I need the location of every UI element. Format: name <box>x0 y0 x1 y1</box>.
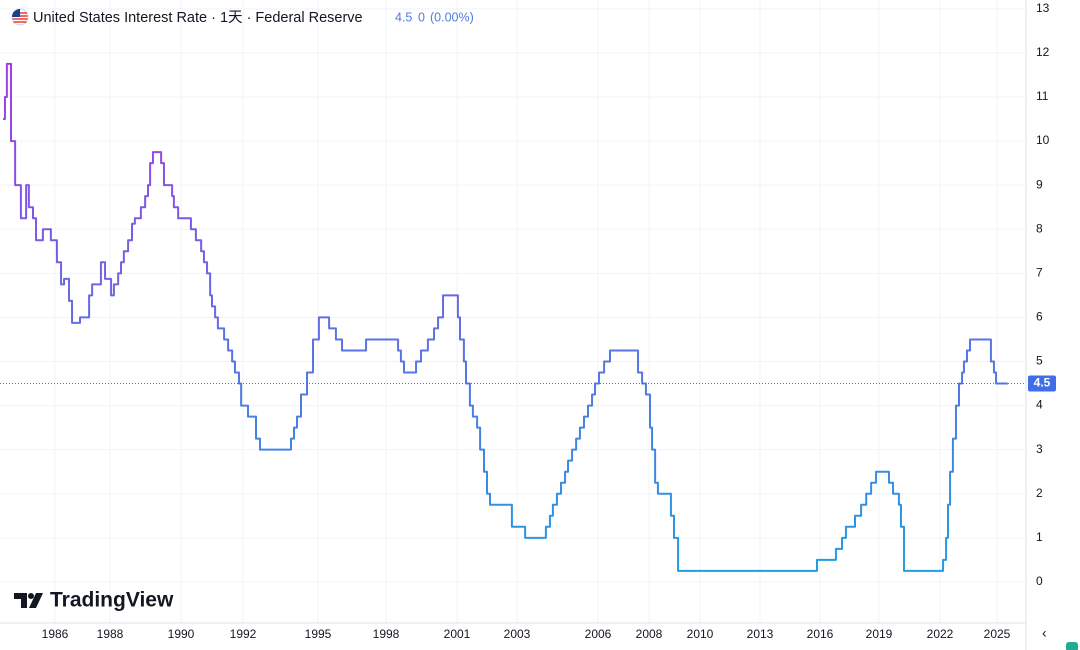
series-line <box>3 62 1008 572</box>
x-tick-label: 1990 <box>168 627 195 641</box>
x-tick-label: 2025 <box>984 627 1011 641</box>
x-tick-label: 2019 <box>866 627 893 641</box>
y-tick-label: 4 <box>1036 398 1043 412</box>
x-tick-label: 2001 <box>444 627 471 641</box>
flag-canton <box>12 9 20 17</box>
y-tick-label: 7 <box>1036 265 1043 279</box>
y-tick-label: 9 <box>1036 177 1043 191</box>
y-tick-label: 3 <box>1036 442 1043 456</box>
plot <box>0 62 1025 572</box>
x-tick-label: 2006 <box>585 627 612 641</box>
price-label-box <box>1028 375 1056 392</box>
x-tick-label: 2016 <box>807 627 834 641</box>
y-tick-label: 13 <box>1036 1 1050 15</box>
symbol-flag <box>11 8 29 26</box>
x-tick-label: 2022 <box>927 627 954 641</box>
x-tick-label: 2013 <box>747 627 774 641</box>
x-tick-label: 2010 <box>687 627 714 641</box>
y-tick-label: 0 <box>1036 574 1043 588</box>
y-tick-label: 11 <box>1036 89 1049 103</box>
x-tick-label: 1998 <box>373 627 400 641</box>
chart-title: United States Interest Rate · 1天 · Feder… <box>33 10 363 26</box>
watermark: TradingView <box>14 589 174 612</box>
watermark-text: TradingView <box>50 589 174 612</box>
logo-mark-bar <box>14 593 27 608</box>
x-tick-label: 1995 <box>305 627 332 641</box>
logo-mark-slash <box>29 593 43 608</box>
quote-last: 4.5 <box>395 10 412 24</box>
y-tick-label: 10 <box>1036 133 1050 147</box>
quote-change-percent: (0.00%) <box>430 10 474 24</box>
grid <box>0 0 1025 623</box>
x-tick-label: 2003 <box>504 627 531 641</box>
y-tick-label: 1 <box>1036 530 1043 544</box>
x-tick-label: 1988 <box>97 627 124 641</box>
logo-mark-dot <box>28 593 34 599</box>
y-tick-label: 8 <box>1036 221 1043 235</box>
x-tick-label: 1992 <box>230 627 257 641</box>
price-label: 4.5 <box>1034 376 1051 390</box>
quote-change: 0 <box>418 10 425 24</box>
status-badge <box>1066 642 1078 650</box>
y-tick-label: 6 <box>1036 310 1043 324</box>
y-tick-label: 2 <box>1036 486 1043 500</box>
y-tick-label: 12 <box>1036 45 1050 59</box>
y-tick-label: 5 <box>1036 354 1043 368</box>
x-tick-label: 2008 <box>636 627 663 641</box>
scroll-arrow[interactable]: ‹ <box>1042 625 1047 641</box>
x-tick-label: 1986 <box>42 627 69 641</box>
